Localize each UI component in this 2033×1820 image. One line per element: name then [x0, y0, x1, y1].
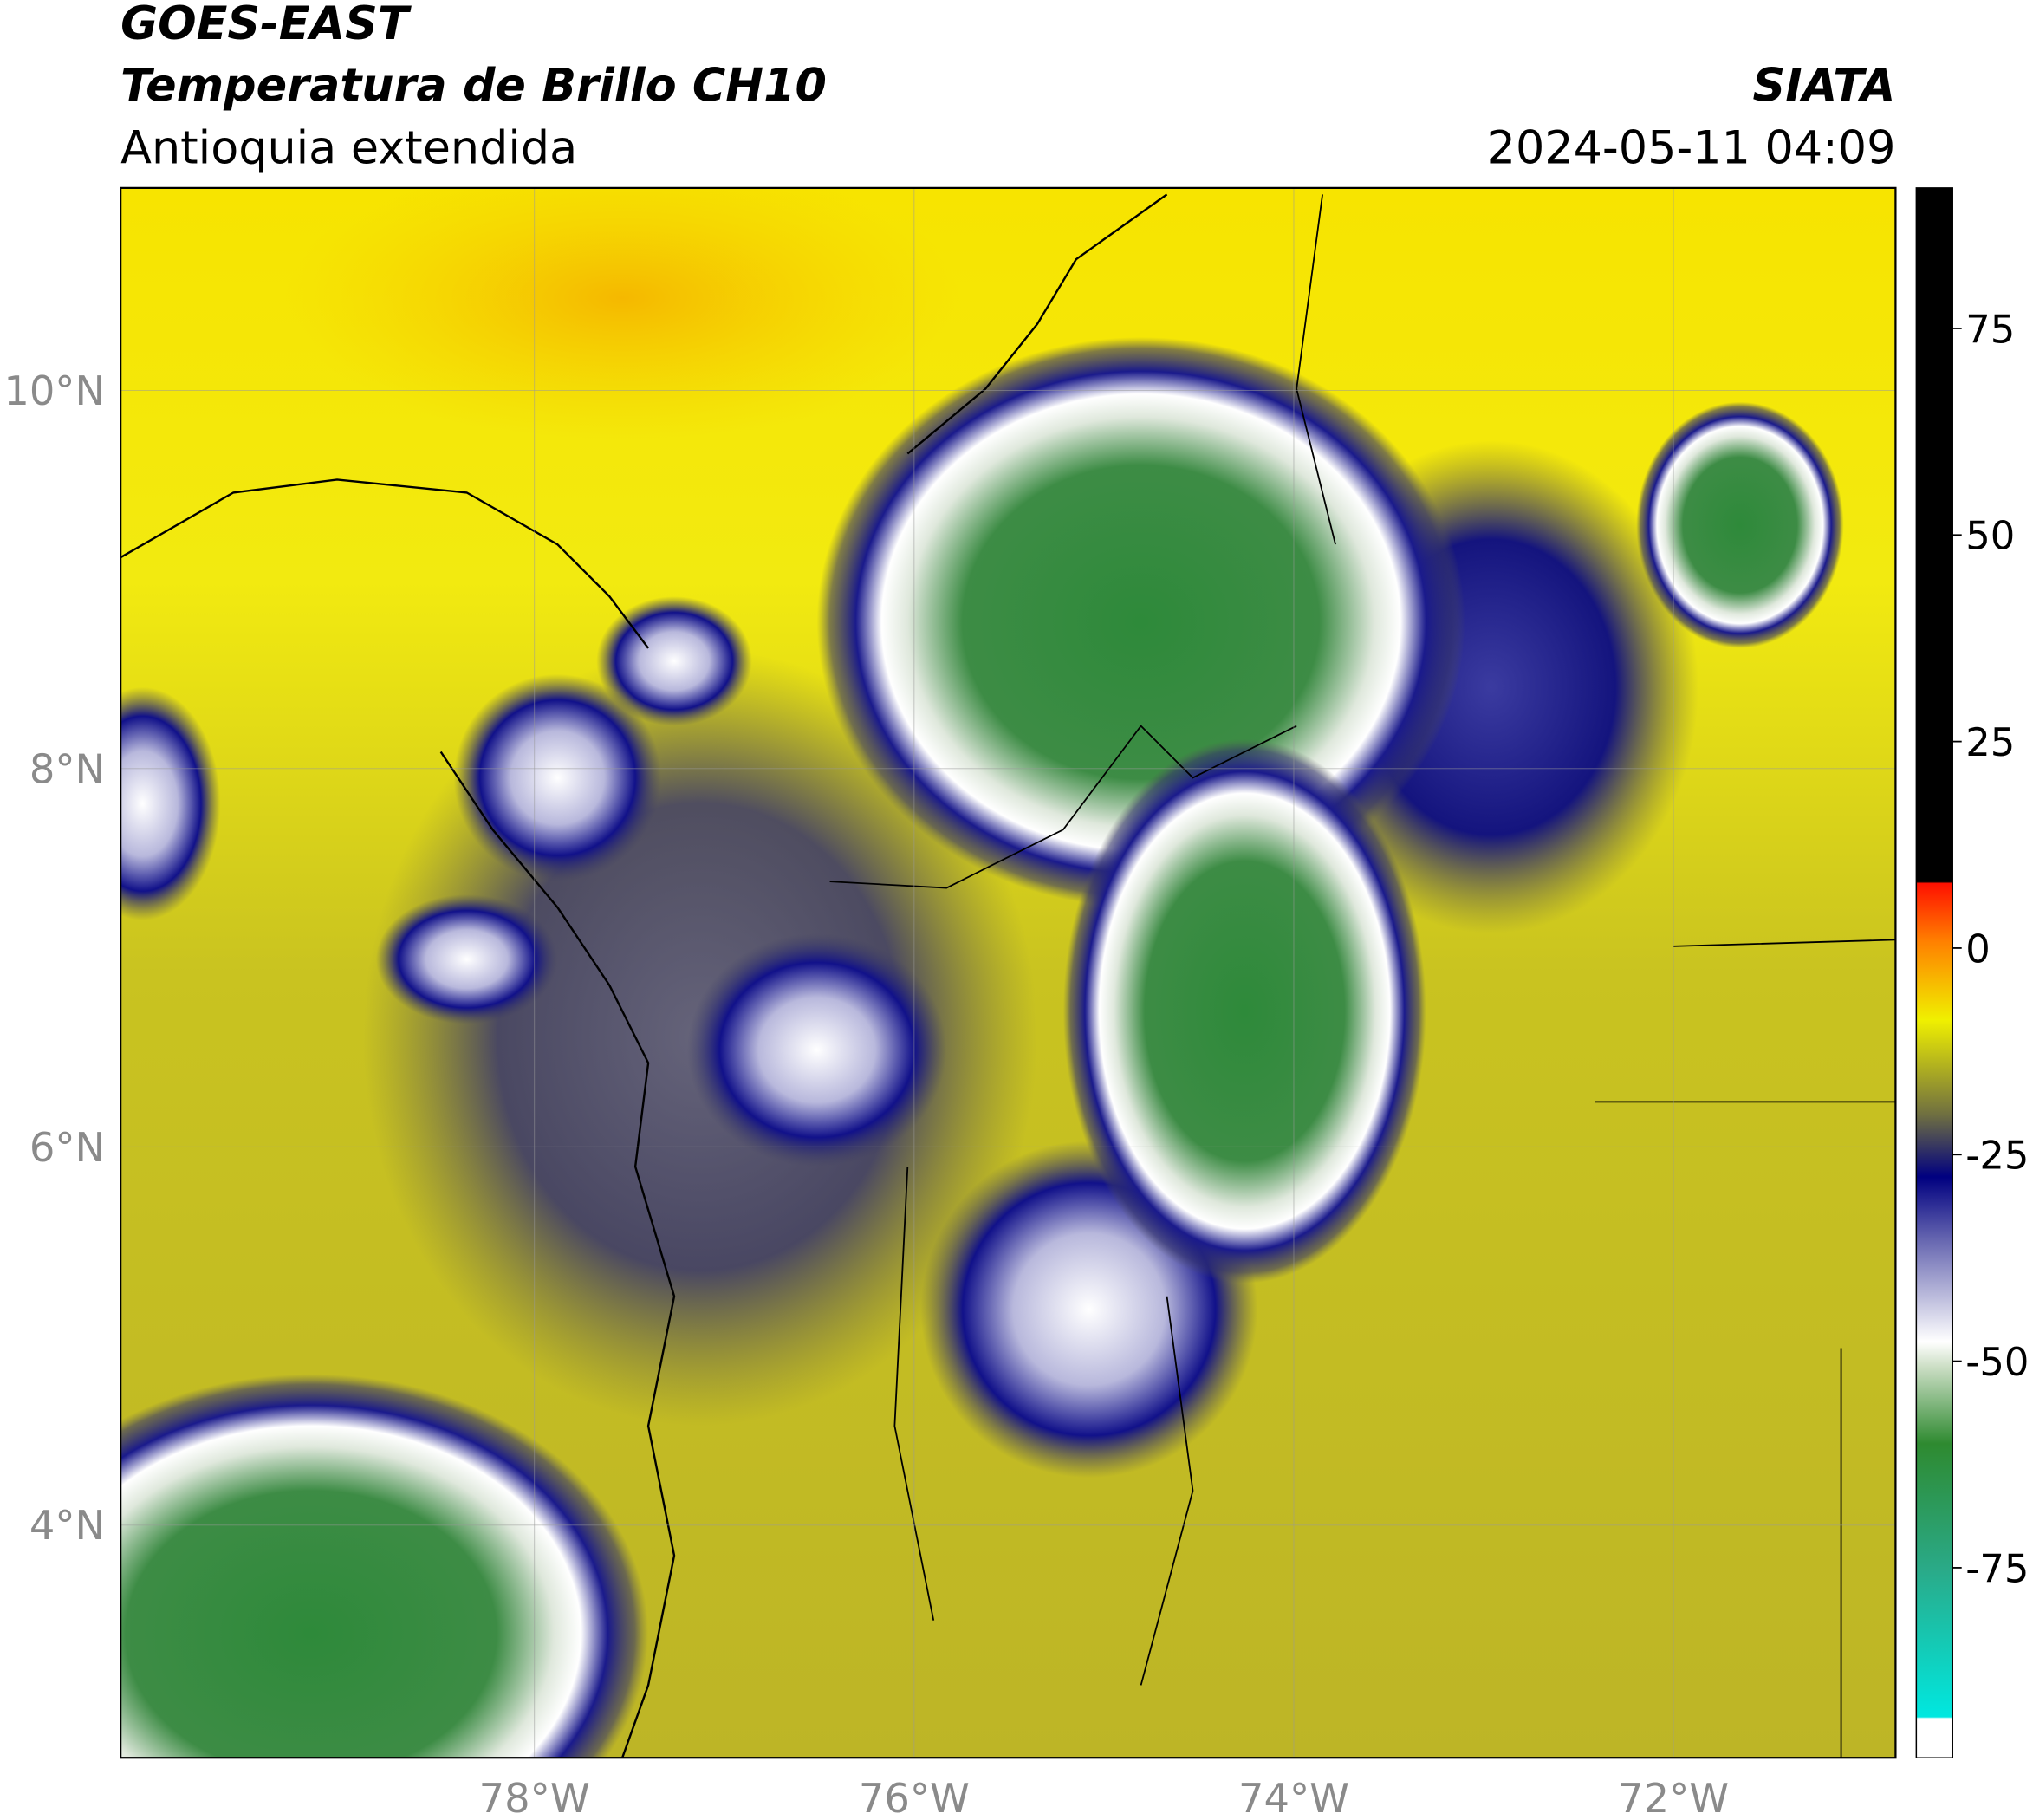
storm — [120, 1374, 648, 1758]
cloud — [596, 596, 752, 726]
source: SIATA — [1753, 60, 1896, 113]
x-tick-label: 74°W — [1238, 1775, 1349, 1820]
borders — [829, 194, 1896, 1758]
cloud — [686, 933, 947, 1167]
cloud — [375, 894, 558, 1024]
x-tick-label: 72°W — [1618, 1775, 1729, 1820]
colorbar-tick-label: -75 — [1965, 1545, 2029, 1591]
colorbar-tick-label: -25 — [1965, 1133, 2029, 1179]
subtitle: Antioquia extendida — [120, 121, 577, 174]
colorbar-tick-label: 75 — [1965, 306, 2015, 352]
colorbar — [1915, 187, 1953, 1758]
map-imagery — [120, 187, 1896, 1758]
storm — [1062, 738, 1426, 1284]
colorbar-tick-label: 25 — [1965, 719, 2015, 765]
y-tick-label: 6°N — [29, 1124, 105, 1171]
cloud — [453, 673, 662, 882]
title-line2: Temperatura de Brillo CH10 — [120, 60, 827, 113]
storm — [1636, 401, 1844, 648]
grid — [120, 187, 1896, 1758]
map-frame — [120, 186, 1897, 1759]
colorbar-tick-label: -50 — [1965, 1339, 2029, 1385]
x-tick-label: 76°W — [859, 1775, 970, 1820]
colorbar-tick-label: 50 — [1965, 513, 2015, 559]
y-tick-label: 8°N — [29, 745, 105, 792]
colorbar-tick-label: 0 — [1965, 926, 1991, 972]
coastline — [120, 193, 1168, 1758]
title-line1: GOES-EAST — [120, 0, 412, 50]
cloud — [120, 686, 221, 920]
y-tick-label: 4°N — [29, 1502, 105, 1549]
y-tick-label: 10°N — [3, 367, 105, 414]
warm-area — [285, 187, 960, 441]
timestamp: 2024-05-11 04:09 — [1487, 121, 1896, 174]
x-tick-label: 78°W — [479, 1775, 590, 1820]
